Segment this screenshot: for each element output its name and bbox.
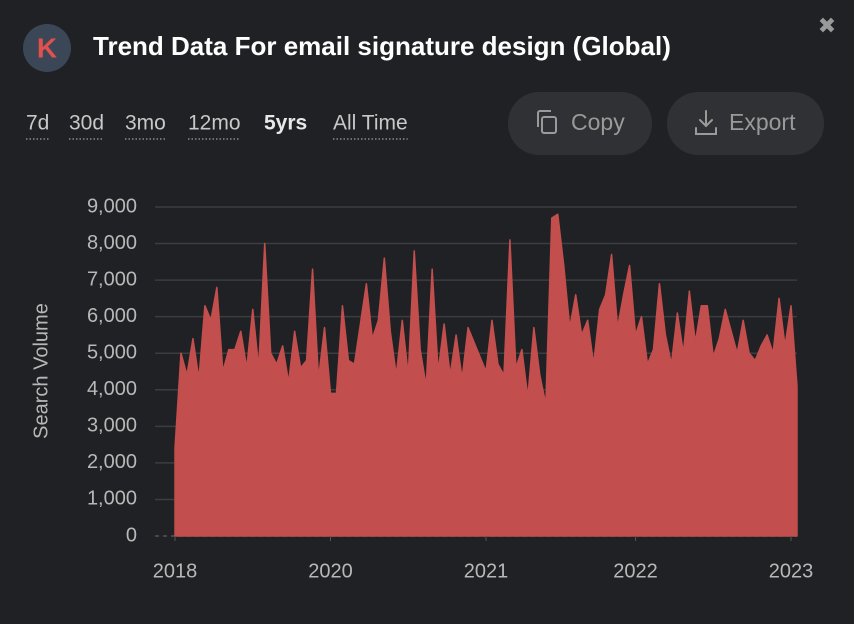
logo: K bbox=[37, 32, 57, 63]
area bbox=[174, 213, 798, 537]
close-button[interactable]: ✖ bbox=[818, 13, 836, 38]
y-tick-label: 6,000 bbox=[87, 305, 137, 327]
logo-badge bbox=[23, 24, 71, 72]
copy-icon bbox=[537, 110, 557, 134]
export-button[interactable]: Export bbox=[667, 92, 824, 155]
x-tick-label: 2018 bbox=[153, 560, 198, 582]
x-tick-label: 2022 bbox=[613, 560, 658, 582]
range-option[interactable]: 5yrs bbox=[264, 112, 307, 135]
copy-button[interactable]: Copy bbox=[508, 92, 652, 155]
title: Trend Data For email signature design (G… bbox=[93, 31, 671, 61]
y-tick-label: 9,000 bbox=[87, 195, 137, 217]
y-tick-label: 7,000 bbox=[87, 268, 137, 290]
range-option[interactable]: 3mo bbox=[125, 112, 166, 135]
x-tick-label: 2023 bbox=[769, 560, 814, 582]
button-bg bbox=[508, 92, 652, 155]
export-icon bbox=[695, 110, 717, 135]
y-tick-label: 1,000 bbox=[87, 488, 137, 510]
y-tick-label: 4,000 bbox=[87, 378, 137, 400]
y-tick-label: 8,000 bbox=[87, 232, 137, 254]
y-tick-label: 5,000 bbox=[87, 342, 137, 364]
button-label: Copy bbox=[571, 109, 625, 135]
y-tick-label: 0 bbox=[126, 524, 137, 546]
button-bg bbox=[667, 92, 824, 155]
range-option[interactable]: 7d bbox=[26, 112, 49, 135]
x-tick-label: 2020 bbox=[308, 560, 353, 582]
button-label: Export bbox=[729, 109, 796, 135]
y-tick-label: 3,000 bbox=[87, 415, 137, 437]
range-option[interactable]: All Time bbox=[333, 112, 408, 135]
y-axis-label: Search Volume bbox=[30, 303, 52, 439]
range-option[interactable]: 12mo bbox=[188, 112, 241, 135]
y-tick-label: 2,000 bbox=[87, 451, 137, 473]
x-tick-label: 2021 bbox=[464, 560, 509, 582]
range-option[interactable]: 30d bbox=[69, 112, 104, 135]
